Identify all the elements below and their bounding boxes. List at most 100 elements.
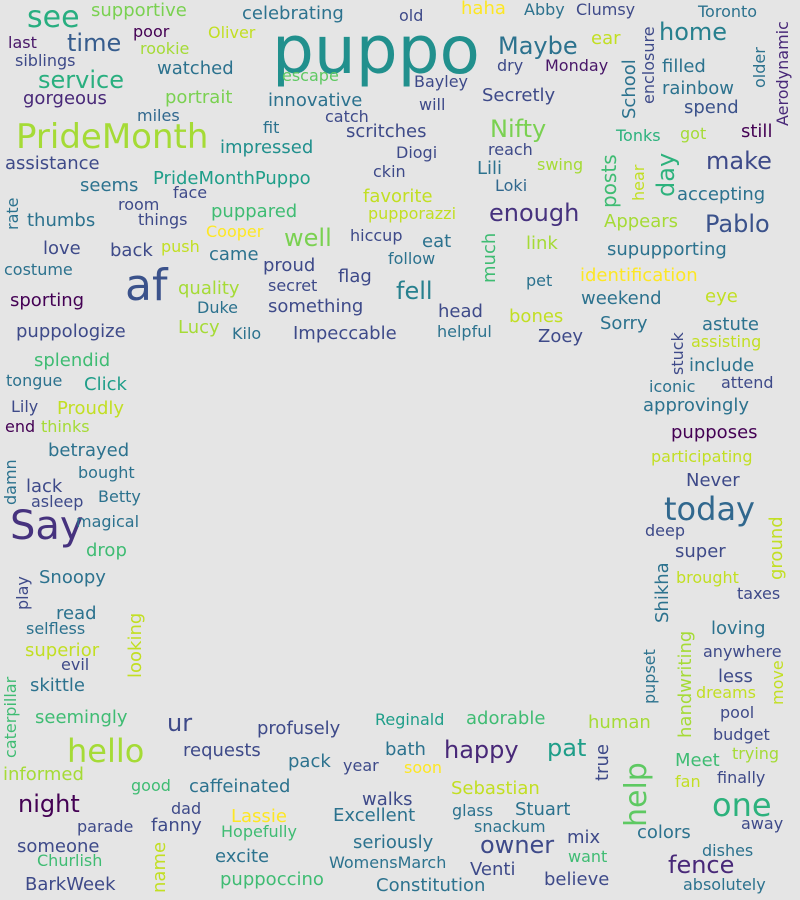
word-absolutely: absolutely	[683, 875, 766, 894]
word-back: back	[110, 240, 153, 261]
word-escape: escape	[282, 66, 339, 85]
word-believe: believe	[544, 869, 610, 890]
word-participating: participating	[651, 447, 753, 466]
word-end: end	[5, 417, 36, 436]
word-impressed: impressed	[220, 137, 314, 158]
word-swing: swing	[537, 155, 584, 174]
word-night: night	[18, 790, 80, 818]
word-true: true	[592, 744, 613, 781]
word-maybe: Maybe	[498, 32, 578, 60]
word-venti: Venti	[470, 859, 516, 880]
word-click: Click	[84, 374, 127, 395]
word-old: old	[399, 6, 424, 25]
word-superior: superior	[25, 640, 100, 661]
word-pupset: pupset	[640, 649, 659, 704]
word-much: much	[479, 232, 500, 283]
word-fan: fan	[675, 772, 701, 791]
word-play: play	[13, 576, 32, 610]
word-iconic: iconic	[649, 377, 696, 396]
word-anywhere: anywhere	[703, 642, 782, 661]
word-soon: soon	[404, 758, 443, 777]
word-watched: watched	[157, 58, 234, 79]
word-link: link	[526, 233, 558, 254]
word-drop: drop	[86, 540, 127, 561]
word-fell: fell	[396, 277, 433, 305]
word-sebastian: Sebastian	[451, 778, 540, 799]
word-well: well	[284, 224, 332, 252]
word-colors: colors	[637, 822, 691, 843]
word-year: year	[343, 756, 379, 775]
word-came: came	[209, 244, 259, 265]
word-help: help	[619, 762, 654, 827]
word-zoey: Zoey	[538, 326, 584, 347]
word-posts: posts	[597, 154, 621, 208]
word-glass: glass	[452, 801, 494, 820]
word-rainbow: rainbow	[662, 78, 734, 99]
word-caterpillar: caterpillar	[1, 676, 20, 758]
word-siblings: siblings	[15, 51, 76, 70]
word-name: name	[149, 841, 170, 893]
word-innovative: innovative	[268, 90, 363, 111]
word-pool: pool	[720, 703, 755, 722]
word-puppared: puppared	[211, 201, 298, 222]
word-love: love	[43, 238, 81, 259]
word-lucy: Lucy	[178, 317, 220, 338]
word-pat: pat	[547, 734, 587, 762]
word-hiccup: hiccup	[350, 226, 403, 245]
word-snoopy: Snoopy	[39, 567, 106, 588]
word-read: read	[56, 603, 97, 624]
word-flag: flag	[338, 266, 372, 287]
word-ckin: ckin	[373, 162, 406, 181]
word-bath: bath	[385, 739, 426, 760]
word-stuck: stuck	[668, 332, 687, 375]
word-seems: seems	[80, 175, 139, 196]
word-finally: finally	[717, 768, 766, 787]
word-oliver: Oliver	[208, 23, 256, 42]
word-rate: rate	[3, 197, 22, 231]
word-service: service	[38, 66, 124, 94]
word-bought: bought	[78, 463, 135, 482]
word-seriously: seriously	[353, 832, 434, 853]
word-cooper: Cooper	[206, 222, 264, 241]
word-include: include	[689, 355, 755, 376]
word-sporting: sporting	[10, 290, 85, 311]
word-reach: reach	[488, 140, 533, 159]
word-walks: walks	[362, 789, 413, 810]
word-miles: miles	[137, 106, 180, 125]
word-fit: fit	[263, 118, 280, 137]
word-evil: evil	[61, 655, 90, 674]
word-dry: dry	[497, 56, 524, 75]
word-appears: Appears	[604, 211, 679, 232]
word-lack: lack	[26, 476, 63, 497]
word-informed: informed	[3, 764, 84, 785]
word-move: move	[768, 660, 787, 705]
word-bones: bones	[509, 306, 564, 327]
word-puppoccino: puppoccino	[220, 869, 324, 890]
word-budget: budget	[713, 725, 770, 744]
word-make: make	[706, 147, 772, 175]
word-stuart: Stuart	[515, 799, 571, 820]
word-pridemonth: PrideMonth	[16, 117, 209, 157]
word-impeccable: Impeccable	[293, 323, 397, 344]
word-betrayed: betrayed	[48, 440, 130, 461]
word-skittle: skittle	[30, 675, 85, 696]
word-aerodynamic: Aerodynamic	[773, 21, 792, 126]
word-hear: hear	[629, 164, 648, 201]
word-head: head	[438, 301, 483, 322]
word-never: Never	[686, 470, 740, 491]
word-damn: damn	[1, 459, 20, 505]
word-dreams: dreams	[696, 683, 756, 702]
word-supupporting: supupporting	[607, 239, 727, 260]
word-betty: Betty	[98, 487, 141, 506]
word-lily: Lily	[11, 397, 39, 416]
word-fanny: fanny	[151, 815, 202, 836]
word-deep: deep	[645, 521, 685, 540]
word-excellent: Excellent	[333, 805, 416, 826]
word-follow: follow	[388, 249, 436, 268]
word-say: Say	[10, 503, 84, 549]
word-super: super	[675, 541, 726, 562]
word-mix: mix	[567, 827, 601, 848]
word-things: things	[138, 210, 188, 229]
word-quality: quality	[178, 278, 240, 299]
